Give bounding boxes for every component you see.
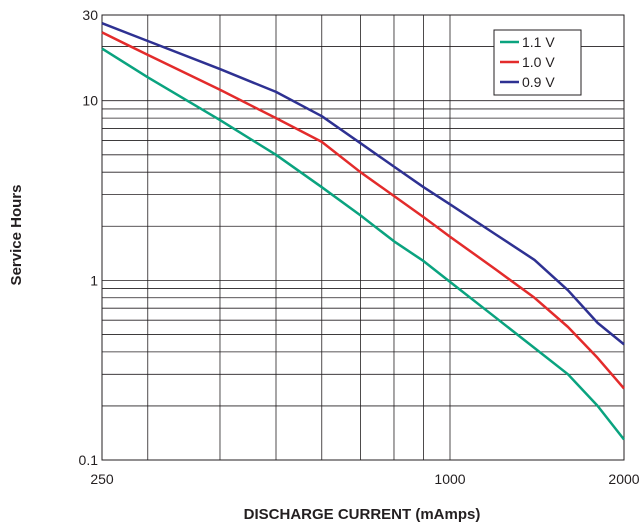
y-tick-label: 1 (90, 272, 98, 288)
legend-label-0-9v: 0.9 V (522, 74, 555, 90)
legend: 1.1 V 1.0 V 0.9 V (493, 29, 582, 96)
y-tick-label: 10 (82, 93, 98, 109)
x-tick-label: 1000 (434, 471, 465, 487)
legend-label-1-1v: 1.1 V (522, 34, 555, 50)
series-line-1-1-v (101, 47, 625, 441)
series-layer (101, 22, 625, 441)
series-line-1-0-v (101, 31, 625, 390)
x-tick-label: 2000 (608, 471, 639, 487)
legend-label-1-0v: 1.0 V (522, 54, 555, 70)
y-tick-label: 30 (82, 7, 98, 23)
x-axis-title: DISCHARGE CURRENT (mAmps) (244, 506, 481, 523)
tick-labels: 250 1000 2000 0.1 1 10 30 (79, 7, 639, 487)
y-axis-title: Service Hours (8, 185, 25, 286)
x-tick-label: 250 (90, 471, 114, 487)
series-line-0-9-v (101, 22, 625, 346)
y-tick-label: 0.1 (79, 452, 99, 468)
plot-frame (101, 14, 625, 461)
